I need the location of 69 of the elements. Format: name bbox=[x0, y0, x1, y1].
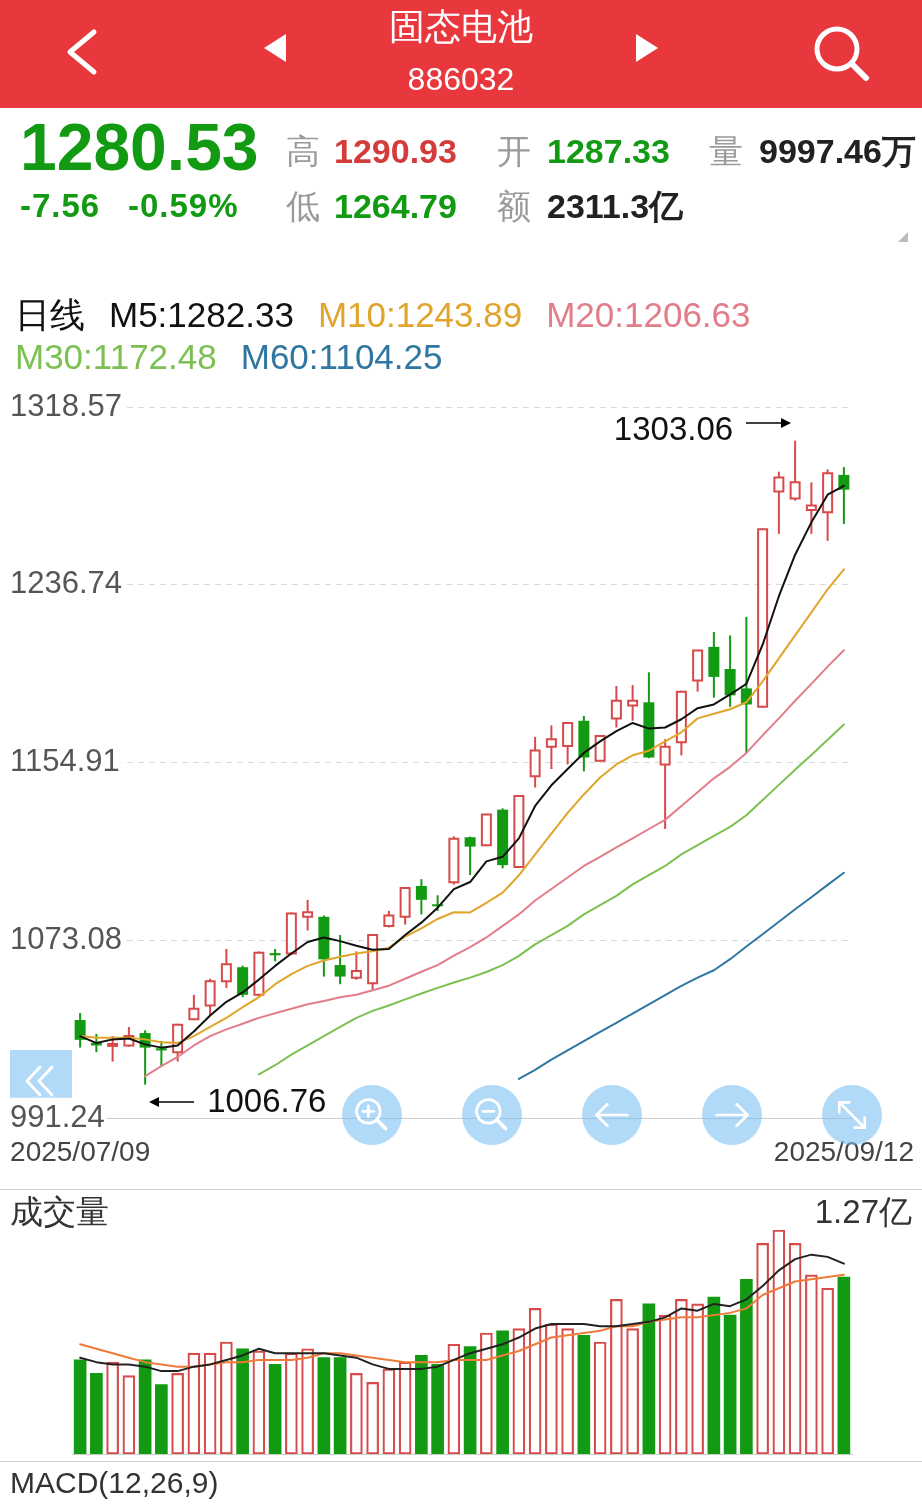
bar bbox=[740, 1278, 753, 1454]
candlestick bbox=[302, 898, 314, 932]
text: 额 bbox=[497, 185, 531, 227]
candlestick bbox=[789, 439, 801, 502]
text: 2311.3亿 bbox=[547, 185, 684, 227]
bar bbox=[90, 1373, 103, 1454]
candlestick bbox=[188, 993, 200, 1022]
bar bbox=[496, 1330, 509, 1454]
annotation: 1.27亿 bbox=[814, 1193, 912, 1230]
candlestick bbox=[74, 1012, 86, 1049]
candlestick bbox=[610, 684, 622, 729]
annotation: 1303.06 bbox=[613, 408, 734, 449]
text: 高 bbox=[286, 130, 320, 172]
text: M10:1243.89 bbox=[317, 294, 523, 336]
bar bbox=[138, 1359, 152, 1454]
bar bbox=[236, 1348, 249, 1454]
bar bbox=[268, 1364, 282, 1454]
text: M60:1104.25 bbox=[240, 336, 443, 378]
bar bbox=[431, 1364, 444, 1454]
candlestick bbox=[334, 934, 346, 986]
text: 9997.46万 bbox=[759, 130, 916, 172]
bar bbox=[837, 1276, 851, 1454]
text: 开 bbox=[497, 130, 531, 172]
bar bbox=[723, 1314, 737, 1454]
text: 1280.53 bbox=[20, 109, 259, 187]
text: 量 bbox=[709, 130, 743, 172]
candlestick bbox=[562, 721, 574, 766]
bar bbox=[317, 1357, 331, 1454]
x-tick-label: 2025/07/09 bbox=[10, 1135, 151, 1167]
text: 1287.33 bbox=[547, 130, 670, 172]
text: -7.56 bbox=[20, 186, 101, 226]
candlestick bbox=[627, 684, 639, 722]
legend-title: 日线 bbox=[15, 294, 85, 336]
candlestick bbox=[464, 835, 476, 877]
annotation: 1006.76 bbox=[207, 1080, 327, 1121]
candlestick bbox=[220, 947, 232, 989]
text: 固态电池 bbox=[389, 6, 533, 48]
bar bbox=[73, 1359, 87, 1454]
text: M5:1282.33 bbox=[109, 294, 294, 336]
text: 1264.79 bbox=[334, 185, 457, 227]
text: 低 bbox=[286, 185, 320, 227]
candlestick bbox=[415, 878, 427, 916]
candlestick bbox=[107, 1035, 119, 1063]
candlestick bbox=[805, 481, 817, 535]
text: M20:1206.63 bbox=[546, 294, 751, 336]
bar bbox=[463, 1346, 477, 1454]
bar bbox=[642, 1303, 656, 1454]
y-tick-label: 1073.08 bbox=[10, 921, 123, 957]
y-tick-label: 1236.74 bbox=[10, 565, 123, 601]
bar bbox=[577, 1334, 591, 1454]
text: 1290.93 bbox=[334, 130, 457, 172]
candlestick bbox=[545, 724, 557, 771]
candlestick bbox=[838, 466, 850, 525]
chart-title: 成交量 bbox=[10, 1193, 109, 1230]
candlestick bbox=[773, 470, 785, 535]
y-tick-label: 991.24 bbox=[10, 1098, 105, 1134]
bar bbox=[415, 1355, 428, 1454]
text: -0.59% bbox=[128, 186, 239, 226]
text: 886032 bbox=[407, 60, 515, 98]
y-tick-label: 1154.91 bbox=[10, 743, 120, 779]
text: MACD(12,26,9) bbox=[10, 1465, 219, 1501]
candlestick bbox=[659, 738, 671, 830]
candlestick bbox=[350, 950, 362, 981]
bar bbox=[707, 1296, 721, 1454]
x-tick-label: 2025/09/12 bbox=[773, 1135, 914, 1167]
text: M30:1172.48 bbox=[15, 336, 217, 378]
bar bbox=[333, 1357, 347, 1454]
bar bbox=[155, 1384, 168, 1454]
y-tick-label: 1318.57 bbox=[10, 387, 123, 423]
